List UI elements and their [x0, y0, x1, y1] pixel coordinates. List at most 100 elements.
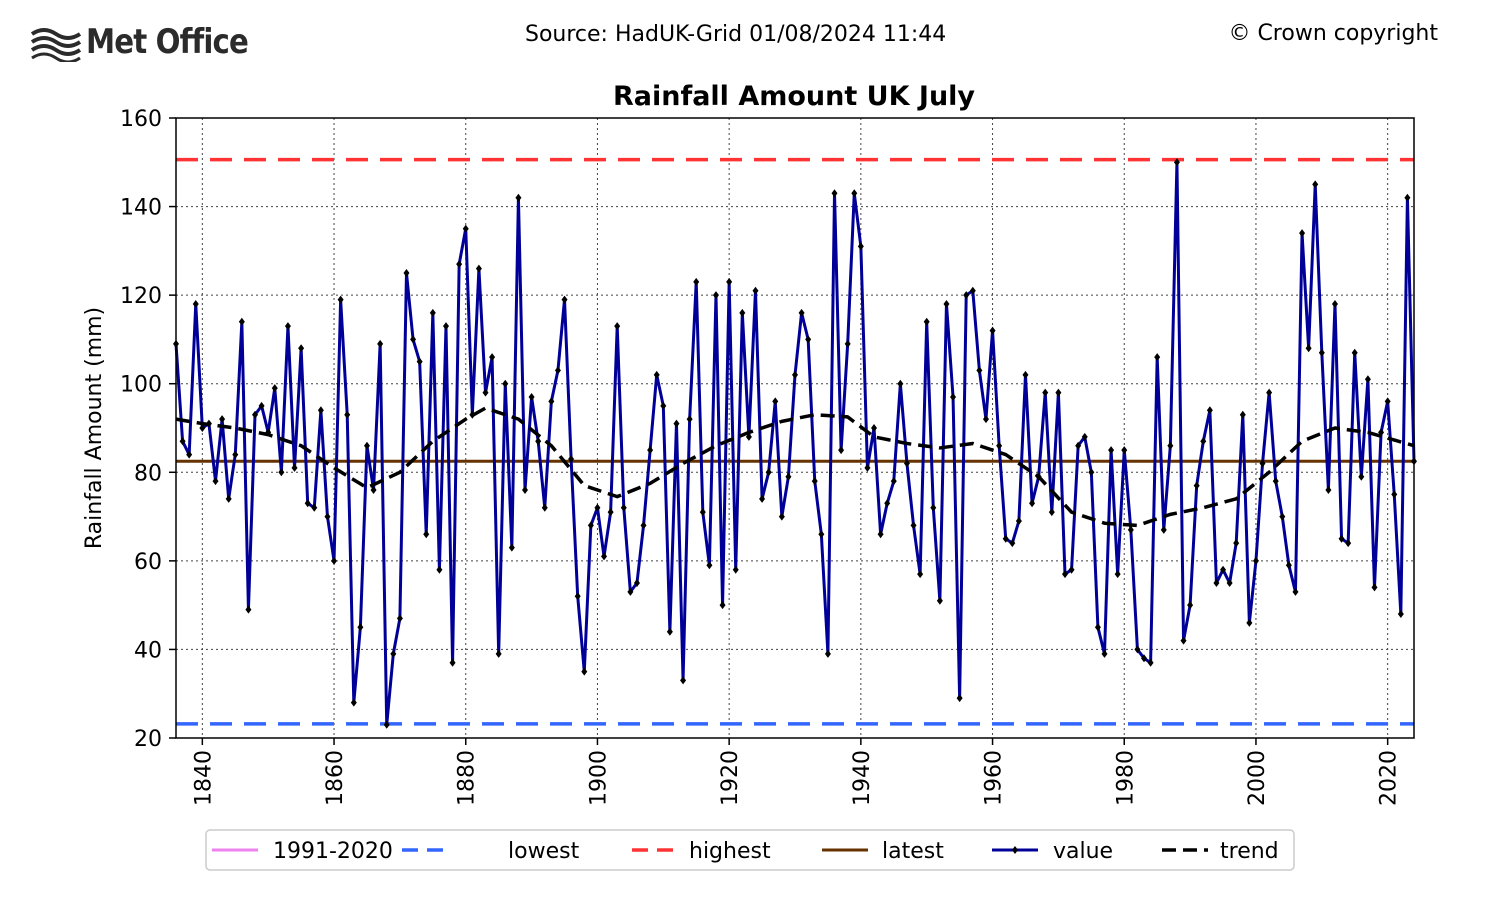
value-point [298, 344, 305, 353]
value-point [1404, 193, 1411, 202]
y-axis-label: Rainfall Amount (mm) [82, 307, 107, 549]
value-point [910, 521, 917, 530]
value-point [489, 353, 496, 362]
value-point [772, 397, 779, 406]
value-point [739, 308, 746, 317]
value-point [897, 379, 904, 388]
value-point [581, 667, 588, 676]
value-point [824, 649, 831, 658]
value-point [660, 401, 667, 410]
value-point [792, 370, 798, 379]
value-point [996, 441, 1003, 450]
value-point [647, 446, 654, 455]
value-point [238, 317, 245, 326]
y-ticks: 20 40 60 80 100 120 140 160 [120, 107, 176, 752]
value-point [350, 698, 357, 707]
value-point [1233, 539, 1240, 548]
value-point [363, 441, 370, 450]
value-point [1226, 579, 1233, 587]
legend-label: lowest [508, 839, 580, 864]
value-point [1160, 525, 1167, 534]
value-point [963, 291, 970, 300]
value-point [1345, 539, 1352, 548]
value-point [212, 477, 219, 486]
value-point [1246, 618, 1253, 627]
y-tick-label: 20 [134, 727, 162, 752]
value-point [357, 623, 364, 632]
value-point [1121, 446, 1128, 455]
value-point [1127, 525, 1134, 534]
value-point [528, 393, 535, 401]
value-point [423, 530, 430, 539]
y-tick-label: 40 [134, 638, 162, 663]
value-point [232, 450, 239, 459]
value-point [1312, 180, 1319, 189]
value-point [1239, 410, 1246, 419]
value-point [857, 242, 864, 251]
value-point [574, 592, 581, 601]
value-point [1305, 344, 1312, 353]
value-point [1272, 477, 1279, 486]
value-point [923, 317, 930, 326]
value-point [1371, 583, 1378, 592]
value-point [864, 463, 871, 472]
value-point [732, 565, 739, 574]
value-point [778, 512, 785, 521]
value-point [1384, 397, 1391, 406]
y-tick-label: 60 [134, 550, 162, 575]
trend-series-line [175, 406, 1415, 528]
value-point [1318, 348, 1325, 357]
value-point [304, 499, 311, 508]
value-point [693, 277, 700, 286]
plot-frame [175, 117, 1415, 739]
value-point [1029, 499, 1036, 508]
value-point [429, 308, 436, 317]
chart-title: Rainfall Amount UK July [613, 81, 975, 112]
legend-label: 1991-2020 [273, 839, 393, 864]
value-point [561, 295, 568, 304]
value-point [449, 658, 456, 667]
value-point [587, 521, 594, 530]
value-point [1055, 388, 1062, 397]
x-tick-label: 1920 [718, 750, 743, 806]
value-point [324, 512, 331, 521]
value-point [1259, 459, 1266, 468]
value-point [192, 300, 199, 308]
value-point [416, 357, 423, 366]
value-point [462, 224, 469, 233]
value-point [930, 503, 937, 512]
value-point [1193, 481, 1200, 490]
value-point [495, 649, 502, 658]
value-point [1101, 649, 1108, 658]
value-point [541, 503, 548, 512]
x-tick-label: 1840 [191, 750, 216, 806]
value-point [515, 193, 522, 202]
value-point [482, 388, 489, 397]
value-point [1022, 370, 1029, 379]
value-point [640, 521, 647, 530]
value-point [903, 459, 910, 468]
value-point [1266, 388, 1273, 397]
value-point [502, 379, 509, 388]
value-point [633, 579, 640, 587]
value-point [1154, 353, 1161, 362]
value-point [1141, 654, 1148, 663]
value-point [1134, 645, 1141, 654]
value-point [976, 366, 983, 375]
value-point [607, 508, 614, 517]
value-point [522, 486, 529, 494]
value-point [1325, 486, 1332, 494]
value-point [317, 406, 324, 415]
y-tick-label: 120 [120, 284, 162, 309]
legend-marker [1012, 846, 1018, 854]
value-point [917, 570, 924, 579]
value-point [1180, 636, 1187, 645]
value-point [719, 601, 726, 610]
value-point [1206, 406, 1213, 415]
value-point [1173, 158, 1180, 167]
value-point [1167, 441, 1174, 450]
value-point [199, 424, 206, 432]
value-point [627, 587, 634, 596]
value-point [1358, 472, 1365, 481]
